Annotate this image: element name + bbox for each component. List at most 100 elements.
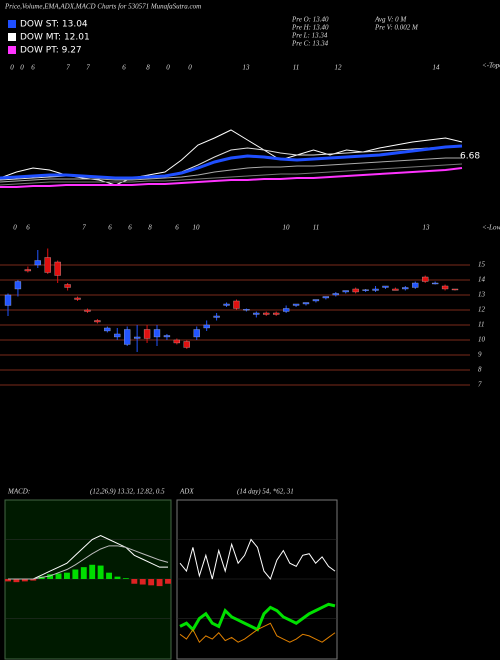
candle-body	[104, 327, 111, 332]
panel	[176, 499, 338, 660]
histogram-bar	[89, 564, 96, 579]
legend-swatch	[8, 20, 16, 28]
histogram-bar	[148, 579, 155, 586]
side-label: <-Topo	[482, 62, 500, 70]
y-tick-label: 8	[478, 366, 482, 374]
legend-label: DOW ST: 13.04	[20, 20, 88, 30]
top-label: 14	[433, 64, 441, 72]
candle-body	[322, 296, 330, 299]
top-label: 7	[86, 64, 90, 72]
candle-body	[451, 288, 459, 291]
legend-swatch	[8, 46, 16, 54]
y-tick-label: 7	[478, 381, 482, 389]
candle-body	[273, 312, 280, 315]
candle-body	[292, 303, 300, 306]
top-label: 8	[148, 224, 152, 232]
top-label: 11	[293, 64, 299, 72]
candle-body	[193, 329, 200, 338]
candle-body	[84, 309, 91, 312]
y-tick-label: 9	[478, 351, 482, 359]
top-label: 12	[335, 64, 343, 72]
candle-body	[441, 285, 449, 290]
top-label: 6	[108, 224, 112, 232]
y-tick-label: 13	[478, 291, 486, 299]
candle-body	[233, 300, 240, 309]
candle-body	[253, 312, 260, 315]
histogram-bar	[30, 579, 37, 581]
panel-title: ADX	[179, 488, 194, 496]
top-label: 6	[175, 224, 179, 232]
top-label: 0	[166, 64, 170, 72]
candle-body	[282, 308, 290, 312]
top-label: 0	[10, 64, 14, 72]
candle-body	[173, 339, 181, 344]
candle-body	[362, 289, 369, 291]
series-line	[0, 163, 463, 186]
top-label: 6	[128, 224, 132, 232]
info-text: Pre O: 13.40	[291, 16, 329, 24]
candle-body	[44, 257, 51, 273]
series-line	[8, 545, 169, 580]
candle-body	[392, 288, 399, 291]
y-tick-label: 11	[478, 321, 484, 329]
candle-body	[412, 282, 419, 288]
panel-subtitle: (12,26,9) 13.32, 12.82, 0.5	[90, 488, 165, 496]
candle-body	[64, 284, 71, 288]
histogram-bar	[122, 578, 129, 579]
page-title: Price,Volume,EMA,ADX,MACD Charts for 530…	[4, 3, 201, 11]
candle-body	[352, 288, 359, 293]
candle-body	[54, 261, 61, 276]
histogram-bar	[55, 573, 62, 579]
candle-body	[24, 269, 32, 272]
top-label: 10	[193, 224, 201, 232]
candle-body	[133, 336, 141, 339]
candle-body	[332, 293, 339, 296]
candle-body	[74, 297, 81, 300]
candle-body	[223, 303, 230, 306]
panel-title: MACD:	[7, 488, 30, 496]
y-tick-label: 12	[478, 306, 486, 314]
candle-body	[183, 341, 190, 348]
series-line	[0, 167, 463, 188]
candle-body	[402, 287, 409, 290]
info-text: Avg V: 0 M	[374, 16, 407, 24]
candle-body	[94, 320, 101, 323]
top-label: 0	[13, 224, 17, 232]
series-line	[179, 622, 336, 644]
info-text: Pre V: 0.002 M	[374, 24, 419, 32]
histogram-bar	[131, 579, 138, 584]
series-line	[0, 157, 462, 183]
candle-body	[203, 324, 210, 329]
candle-body	[243, 309, 250, 311]
panel-subtitle: (14 day) 54, *62, 31	[237, 488, 294, 496]
histogram-bar	[21, 579, 28, 582]
candle-body	[4, 294, 12, 306]
candle-body	[143, 329, 151, 339]
series-line	[0, 144, 463, 180]
top-label: 13	[423, 224, 431, 232]
top-label: 0	[188, 64, 192, 72]
value-label: 6.68	[460, 152, 480, 162]
histogram-bar	[97, 565, 104, 579]
histogram-bar	[139, 579, 146, 585]
top-label: 13	[243, 64, 251, 72]
top-label: 6	[122, 64, 126, 72]
series-line	[179, 538, 336, 581]
candle-body	[14, 281, 22, 290]
info-text: Pre L: 13.34	[291, 32, 328, 40]
histogram-bar	[47, 574, 54, 579]
candle-body	[114, 333, 121, 338]
legend-label: DOW MT: 12.01	[20, 33, 90, 43]
histogram-bar	[156, 579, 163, 587]
candle-body	[302, 302, 310, 305]
histogram-bar	[72, 569, 79, 579]
y-tick-label: 10	[478, 336, 486, 344]
top-label: 7	[66, 64, 70, 72]
info-text: Pre C: 13.34	[291, 40, 329, 48]
candle-body	[124, 329, 131, 345]
legend-label: DOW PT: 9.27	[20, 46, 82, 56]
top-label: 8	[146, 64, 150, 72]
histogram-bar	[5, 579, 11, 582]
